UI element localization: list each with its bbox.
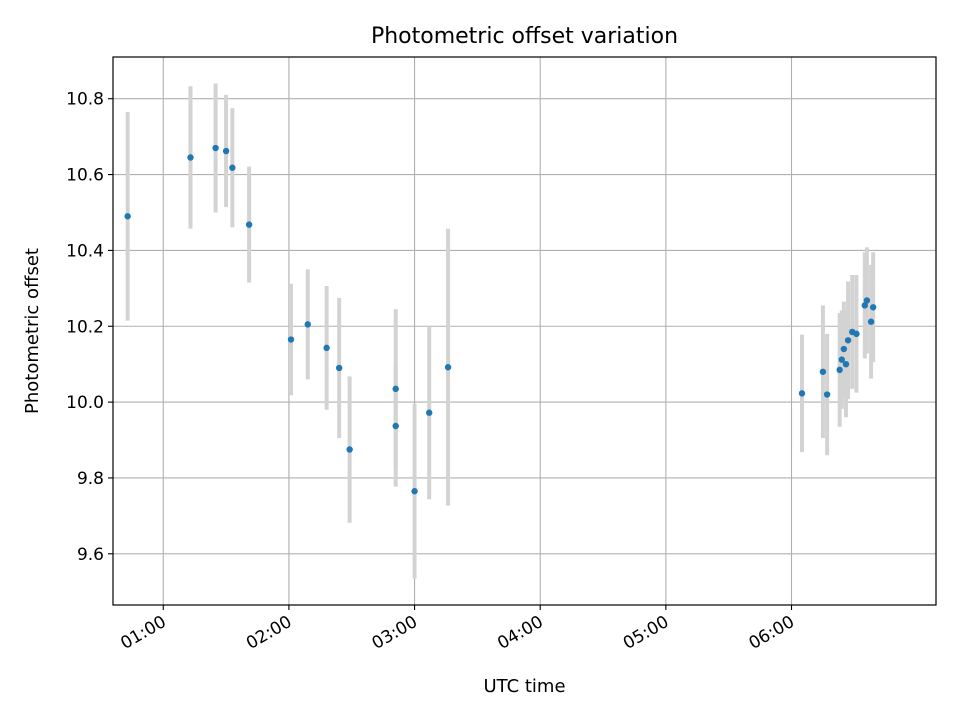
data-point [287,336,295,343]
data-point [861,302,868,309]
data-point [212,144,219,152]
plot-frame [112,56,937,606]
data-point [229,164,236,171]
data-point [867,318,875,325]
data-point [823,391,831,398]
data-point [853,330,860,338]
data-point [392,385,399,393]
data-point [426,409,433,416]
data-point [869,304,877,311]
data-point [863,297,871,304]
data-point [819,368,827,375]
y-tick-label: 9.6 [77,545,104,565]
data-point [840,345,848,353]
y-tick-label: 10.2 [66,317,104,337]
data-point [304,321,311,328]
y-tick-label: 10.6 [66,166,104,186]
data-point [335,364,343,372]
data-point [411,488,418,495]
y-tick-label: 10.4 [66,241,104,261]
y-tick-label: 10.8 [66,90,104,110]
data-points [124,144,877,495]
y-tick-label: 9.8 [77,469,104,489]
data-point [836,366,843,374]
data-point [222,147,230,155]
data-point [444,364,452,371]
data-point [346,446,353,453]
y-axis-label: Photometric offset [22,248,43,414]
chart-title: Photometric offset variation [371,24,678,49]
data-point [245,221,253,228]
y-tick-label: 10.0 [66,393,104,413]
data-point [124,213,131,220]
data-point [187,154,194,161]
data-point [323,344,330,352]
data-point [798,390,806,397]
y-axis-ticks: 9.6 9.8 10.0 10.2 10.4 10.6 10.8 [66,90,113,565]
data-point [392,422,399,430]
data-point [838,356,845,363]
data-point [842,360,850,368]
data-point [844,337,852,344]
x-axis-label: UTC time [483,676,565,697]
